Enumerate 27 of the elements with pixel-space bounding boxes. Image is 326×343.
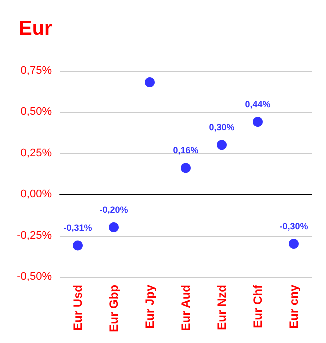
data-label: -0,30%: [280, 222, 308, 232]
y-tick-label: -0,25%: [17, 230, 52, 242]
data-label: 0,30%: [209, 122, 235, 133]
point: [253, 117, 263, 128]
y-tick-label: 0,00%: [20, 188, 52, 201]
data-label: -0,31%: [64, 223, 92, 234]
y-tick-label: 0,25%: [20, 147, 52, 160]
chart-title: Eur: [19, 18, 53, 40]
x-tick-label: Eur cny: [287, 284, 301, 330]
point: [181, 163, 191, 174]
point: [145, 78, 155, 88]
point: [217, 140, 227, 150]
data-label: -0,20%: [100, 205, 128, 216]
x-tick-label: Eur Chf: [251, 284, 265, 328]
x-tick-label: Eur Jpy: [143, 284, 157, 330]
y-tick-label: 0,50%: [20, 106, 52, 118]
x-tick-label: Eur Gbp: [107, 285, 121, 332]
x-tick-label: Eur Aud: [179, 285, 193, 332]
y-tick-label: -0,50%: [17, 271, 52, 283]
x-tick-label: Eur Usd: [71, 285, 85, 332]
point: [289, 239, 299, 250]
x-tick-label: Eur Nzd: [215, 285, 229, 330]
point: [109, 222, 119, 233]
data-label: 0,44%: [245, 100, 271, 110]
y-tick-label: 0,75%: [20, 65, 52, 77]
point: [73, 240, 83, 251]
data-label: 0,16%: [173, 146, 199, 156]
